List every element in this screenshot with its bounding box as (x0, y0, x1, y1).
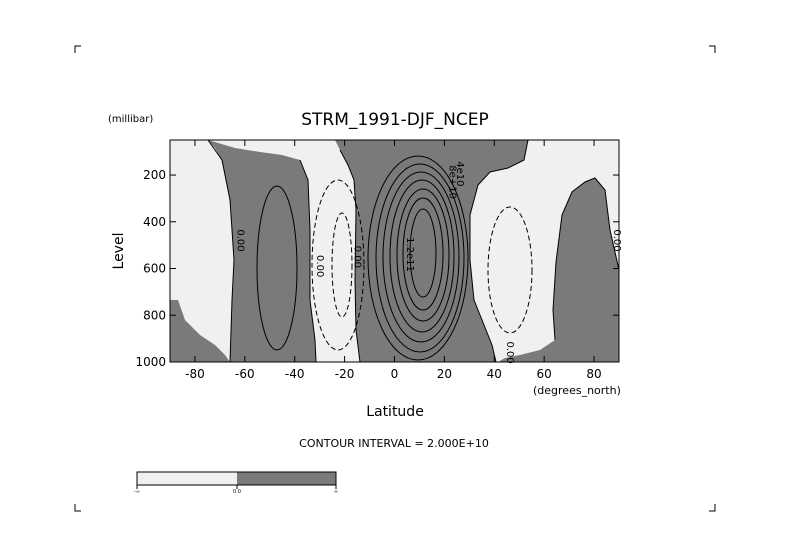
y-tick-label: 1000 (135, 355, 166, 369)
negative-contour-sh-outer (311, 179, 365, 351)
positive-region-south (208, 140, 316, 362)
positive-region-central (335, 140, 528, 362)
positive-contour-5 (396, 188, 450, 322)
contour-label: 0.00 (314, 255, 325, 277)
colorbar-positive-swatch (237, 472, 336, 485)
contour-lines (207, 140, 619, 362)
colorbar: -∞ 0.0 ∞ (134, 471, 338, 495)
negative-contour-sh-inner (331, 212, 353, 318)
contour-label: 0.00 (611, 229, 622, 251)
x-tick-label: 80 (586, 367, 601, 381)
y-axis-ticks: 200 400 600 800 1000 (135, 168, 619, 369)
x-tick-label: 0 (391, 367, 399, 381)
positive-contour-1 (367, 155, 469, 361)
x-tick-label: 40 (487, 367, 502, 381)
contour-label: 0.00 (352, 246, 363, 268)
contour-interval-note: CONTOUR INTERVAL = 2.000E+10 (299, 437, 489, 450)
x-tick-label: -20 (335, 367, 355, 381)
y-tick-label: 600 (143, 262, 166, 276)
y-tick-label: 800 (143, 308, 166, 322)
x-tick-label: -80 (185, 367, 205, 381)
positive-contour-3 (382, 171, 460, 343)
positive-contour-4 (389, 179, 455, 333)
colorbar-negative-swatch (137, 472, 237, 485)
x-axis-ticks: -80 -60 -40 -20 0 20 40 60 80 (185, 140, 602, 381)
positive-region-sw-corner (170, 300, 230, 362)
chart-title: STRM_1991-DJF_NCEP (301, 110, 489, 130)
contour-label: 8e+10 (446, 165, 457, 199)
x-axis-label: Latitude (366, 404, 424, 420)
zero-contour-north (469, 140, 529, 362)
y-axis-label: Level (111, 233, 127, 270)
positive-contour-south-inner (256, 185, 298, 351)
y-tick-label: 200 (143, 168, 166, 182)
positive-contour-6 (402, 197, 444, 311)
positive-contour-7 (409, 208, 437, 298)
zero-contour-polar (552, 177, 619, 341)
y-tick-label: 400 (143, 215, 166, 229)
x-tick-label: 60 (537, 367, 552, 381)
y-axis-units: (millibar) (108, 114, 153, 125)
x-tick-label: -40 (285, 367, 305, 381)
contour-label: 0.00 (504, 342, 515, 364)
colorbar-label: 0.0 (233, 489, 241, 495)
positive-contour-2 (375, 163, 465, 353)
page-corner-marks (74, 45, 716, 512)
contour-label: 4e10 (454, 161, 465, 186)
colorbar-label: -∞ (134, 489, 140, 495)
contour-label: 1.2e11 (404, 237, 415, 272)
zero-contour-south (207, 140, 235, 362)
zero-contour-equatorward (339, 149, 361, 362)
positive-region-north (498, 178, 619, 362)
x-tick-label: 20 (437, 367, 452, 381)
contour-label: 0.00 (234, 229, 245, 251)
negative-contour-nh (487, 206, 533, 334)
x-tick-label: -60 (235, 367, 255, 381)
colorbar-label: ∞ (334, 489, 338, 495)
colorbar-labels: -∞ 0.0 ∞ (134, 485, 338, 495)
zero-contour-subtropic (299, 159, 317, 362)
x-axis-units: (degrees_north) (533, 384, 621, 397)
